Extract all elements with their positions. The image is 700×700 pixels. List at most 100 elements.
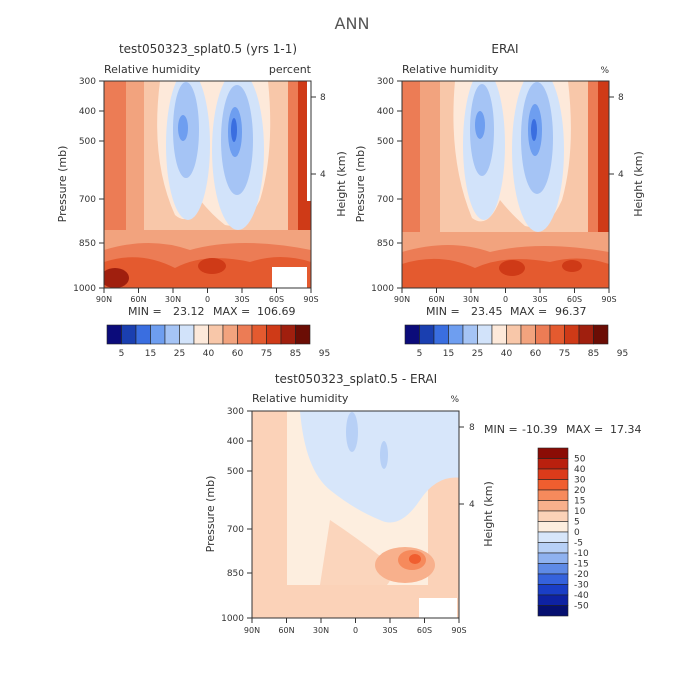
colorbar-swatch: [537, 531, 569, 543]
colorbar-swatch: [537, 500, 569, 512]
colorbar-swatch: [520, 324, 536, 345]
y2-tick-label: 4: [320, 170, 326, 180]
x-tick-label: 90N: [244, 626, 260, 635]
x-tick-label: 90S: [451, 626, 466, 635]
colorbar-label: 25: [472, 349, 483, 359]
x-tick-label: 60N: [428, 295, 444, 304]
panel-diff-x-axis: 90N 60N 30N 0 30S 60S 90S: [244, 618, 467, 635]
max-value: 96.37: [555, 305, 587, 318]
colorbar-label: 85: [588, 349, 599, 359]
min-value: 23.12: [173, 305, 205, 318]
colorbar-swatch: [593, 324, 609, 345]
y-tick-label: 500: [79, 137, 96, 147]
x-tick-label: 0: [503, 295, 508, 304]
min-label: MIN =: [128, 305, 162, 318]
panel-obs-y2label: Height (km): [632, 151, 645, 217]
colorbar-swatch: [150, 324, 166, 345]
y-tick-label: 700: [377, 195, 394, 205]
colorbar-label: 10: [574, 507, 586, 517]
colorbar-swatch: [280, 324, 296, 345]
panel-diff-minmax: MIN = -10.39 MAX = 17.34: [484, 423, 642, 436]
panel-model-y-axis: 300 400 500 700 850 1000: [73, 77, 104, 294]
y-tick-label: 1000: [371, 284, 394, 294]
x-tick-label: 60N: [278, 626, 294, 635]
panel-diff-y2label: Height (km): [482, 481, 495, 547]
panel-model: test050323_splat0.5 (yrs 1-1) Relative h…: [56, 42, 348, 359]
x-tick-label: 90S: [303, 295, 318, 304]
y2-tick-label: 4: [618, 170, 624, 180]
colorbar-swatch: [462, 324, 478, 345]
x-tick-label: 60S: [567, 295, 582, 304]
colorbar-swatch: [164, 324, 180, 345]
colorbar-swatch: [537, 447, 569, 459]
panel-diff-y-axis: 300 400 500 700 850 1000: [221, 407, 252, 624]
panel-diff-field: [252, 411, 459, 618]
colorbar-label: 95: [617, 349, 628, 359]
colorbar-label: -15: [574, 560, 589, 570]
panel-obs-y-axis: 300 400 500 700 850 1000: [371, 77, 402, 294]
panel-diff-title: test050323_splat0.5 - ERAI: [275, 372, 437, 386]
y-tick-label: 850: [227, 569, 244, 579]
panel-model-title: test050323_splat0.5 (yrs 1-1): [119, 42, 297, 56]
panel-obs-y2-axis: 8 4: [609, 93, 624, 180]
panel-obs-colorbar: 5 15 25 40 60 75 85 95: [404, 324, 628, 359]
colorbar-swatch: [135, 324, 151, 345]
colorbar-swatch: [549, 324, 565, 345]
panel-obs-minmax: MIN = 23.45 MAX = 96.37: [426, 305, 587, 318]
panel-model-y2label: Height (km): [335, 151, 348, 217]
colorbar-label: 75: [559, 349, 570, 359]
colorbar-label: -50: [574, 602, 589, 612]
colorbar-swatch: [491, 324, 507, 345]
colorbar-label: 15: [574, 497, 585, 507]
colorbar-swatch: [537, 521, 569, 533]
panel-model-colorbar: 5 15 25 40 60 75 85 95: [106, 324, 330, 359]
colorbar-swatch: [237, 324, 253, 345]
colorbar-swatch: [251, 324, 267, 345]
colorbar-swatch: [537, 573, 569, 585]
colorbar-label: 25: [174, 349, 185, 359]
colorbar-label: 5: [417, 349, 423, 359]
colorbar-label: 85: [290, 349, 301, 359]
colorbar-swatch: [537, 510, 569, 522]
x-tick-label: 60N: [130, 295, 146, 304]
panel-obs-left-label: Relative humidity: [402, 63, 499, 76]
colorbar-swatch: [477, 324, 493, 345]
colorbar-label: 30: [574, 476, 586, 486]
panel-obs: ERAI Relative humidity % 300 400: [354, 42, 645, 359]
panel-model-right-label: percent: [269, 63, 312, 76]
y-tick-label: 400: [227, 437, 244, 447]
colorbar-swatch: [179, 324, 195, 345]
colorbar-swatch: [433, 324, 449, 345]
x-tick-label: 60S: [269, 295, 284, 304]
y-tick-label: 850: [377, 239, 394, 249]
x-tick-label: 30S: [532, 295, 547, 304]
colorbar-swatch: [537, 542, 569, 554]
colorbar-swatch: [578, 324, 594, 345]
min-value: -10.39: [522, 423, 557, 436]
panel-diff-y2-axis: 8 4: [459, 423, 475, 510]
panel-diff-right-label: %: [450, 395, 459, 405]
y2-tick-label: 4: [469, 500, 475, 510]
y2-tick-label: 8: [320, 93, 326, 103]
x-tick-label: 30N: [165, 295, 181, 304]
colorbar-label: 50: [574, 455, 586, 465]
x-tick-label: 30S: [234, 295, 249, 304]
panel-model-minmax: MIN = 23.12 MAX = 106.69: [128, 305, 296, 318]
x-tick-label: 90N: [96, 295, 112, 304]
x-tick-label: 90S: [601, 295, 616, 304]
colorbar-label: 15: [443, 349, 454, 359]
x-tick-label: 0: [205, 295, 210, 304]
panel-obs-field: [402, 81, 609, 288]
y2-tick-label: 8: [618, 93, 624, 103]
x-tick-label: 90N: [394, 295, 410, 304]
panel-obs-ylabel: Pressure (mb): [354, 146, 367, 223]
min-label: MIN =: [484, 423, 518, 436]
colorbar-swatch: [537, 479, 569, 491]
colorbar-swatch: [266, 324, 282, 345]
colorbar-label: 5: [119, 349, 125, 359]
colorbar-label: 75: [261, 349, 272, 359]
y-tick-label: 500: [377, 137, 394, 147]
panel-model-y2-axis: 8 4: [311, 93, 326, 180]
colorbar-label: 95: [319, 349, 330, 359]
